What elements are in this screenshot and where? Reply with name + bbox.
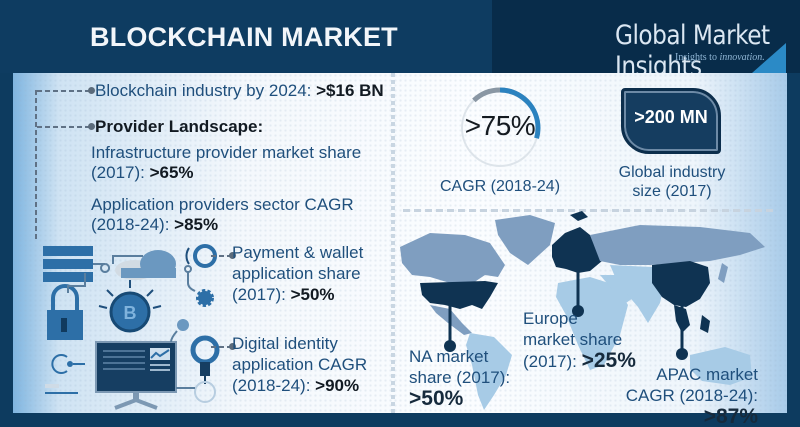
cloud-icon xyxy=(115,250,176,280)
fingerprint-icon xyxy=(51,354,85,374)
header: BLOCKCHAIN MARKET xyxy=(0,0,492,73)
connector-line xyxy=(211,346,231,348)
lock-icon xyxy=(47,284,83,340)
industry-size-badge xyxy=(621,88,721,154)
na-market-share: NA market share (2017): >50% xyxy=(409,347,511,410)
page-title: BLOCKCHAIN MARKET xyxy=(90,22,398,52)
connector-line xyxy=(211,255,231,257)
bullet-dot xyxy=(88,87,95,94)
world-map-icon xyxy=(400,211,765,410)
connector-line xyxy=(37,126,89,128)
decorative-triangle xyxy=(752,43,786,73)
na-pin-icon xyxy=(444,305,456,352)
apac-pin-icon xyxy=(676,305,688,360)
logo-area: Global Market Insights Insights to innov… xyxy=(492,0,800,73)
apac-market-cagr: APAC market CAGR (2018-24): >87% xyxy=(625,365,758,427)
server-icon xyxy=(43,246,93,282)
logo-tagline: Insights to innovation. xyxy=(675,52,765,63)
svg-text:B: B xyxy=(124,303,137,323)
lightbulb-icon xyxy=(190,335,220,384)
bullet-dot xyxy=(229,343,236,350)
bitcoin-icon: B xyxy=(98,280,162,333)
gear-icon xyxy=(196,289,214,307)
horizontal-divider xyxy=(403,209,773,212)
bullet-dot xyxy=(229,252,236,259)
industry-size-value: >200 MN xyxy=(634,107,708,127)
connector-line xyxy=(35,90,37,240)
industry-size-label: Global industry size (2017) xyxy=(618,164,726,200)
payment-stat: Payment & wallet application share (2017… xyxy=(232,243,364,304)
cagr-label: CAGR (2018-24) xyxy=(439,178,561,195)
europe-market-share: Europe market share (2017): >25% xyxy=(523,309,636,372)
industry-stat: Blockchain industry by 2024: >$16 BN xyxy=(95,81,384,100)
europe-pin-icon xyxy=(572,271,584,317)
vertical-divider xyxy=(391,73,395,413)
infrastructure-stat: Infrastructure provider market share (20… xyxy=(91,143,362,182)
monitor-icon xyxy=(95,341,177,410)
provider-landscape-heading: Provider Landscape: xyxy=(95,117,264,136)
logo-name: Global Market Insights xyxy=(615,20,770,73)
bullet-dot xyxy=(88,123,95,130)
cagr-ring-chart xyxy=(459,87,541,169)
application-stat: Application providers sector CAGR (2018-… xyxy=(91,195,354,234)
digital-identity-stat: Digital identity application CAGR (2018-… xyxy=(232,334,368,395)
cagr-value: >75% xyxy=(464,110,536,141)
connector-line xyxy=(37,90,89,92)
technology-illustration: B xyxy=(43,244,220,410)
